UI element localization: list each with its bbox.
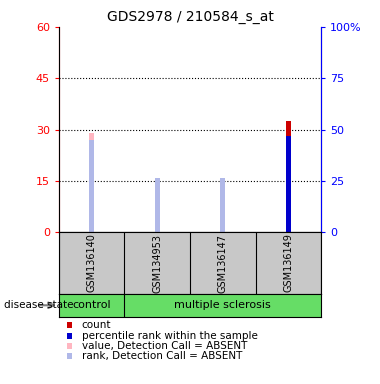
Bar: [220, 178, 225, 232]
Text: rank, Detection Call = ABSENT: rank, Detection Call = ABSENT: [82, 351, 242, 361]
Bar: [286, 136, 291, 232]
Text: GSM134953: GSM134953: [152, 233, 162, 293]
Text: GSM136140: GSM136140: [87, 233, 97, 293]
Text: multiple sclerosis: multiple sclerosis: [174, 300, 271, 310]
Text: disease state: disease state: [4, 300, 73, 310]
Text: GSM136147: GSM136147: [218, 233, 228, 293]
Bar: [220, 179, 225, 232]
Bar: [155, 178, 160, 232]
Bar: [286, 121, 291, 232]
Text: count: count: [82, 320, 111, 330]
Text: control: control: [72, 300, 111, 310]
Bar: [155, 179, 160, 232]
Text: percentile rank within the sample: percentile rank within the sample: [82, 331, 258, 341]
Text: GSM136149: GSM136149: [283, 233, 293, 293]
Text: value, Detection Call = ABSENT: value, Detection Call = ABSENT: [82, 341, 247, 351]
Bar: [89, 133, 94, 232]
Title: GDS2978 / 210584_s_at: GDS2978 / 210584_s_at: [106, 10, 274, 25]
Bar: [89, 140, 94, 232]
